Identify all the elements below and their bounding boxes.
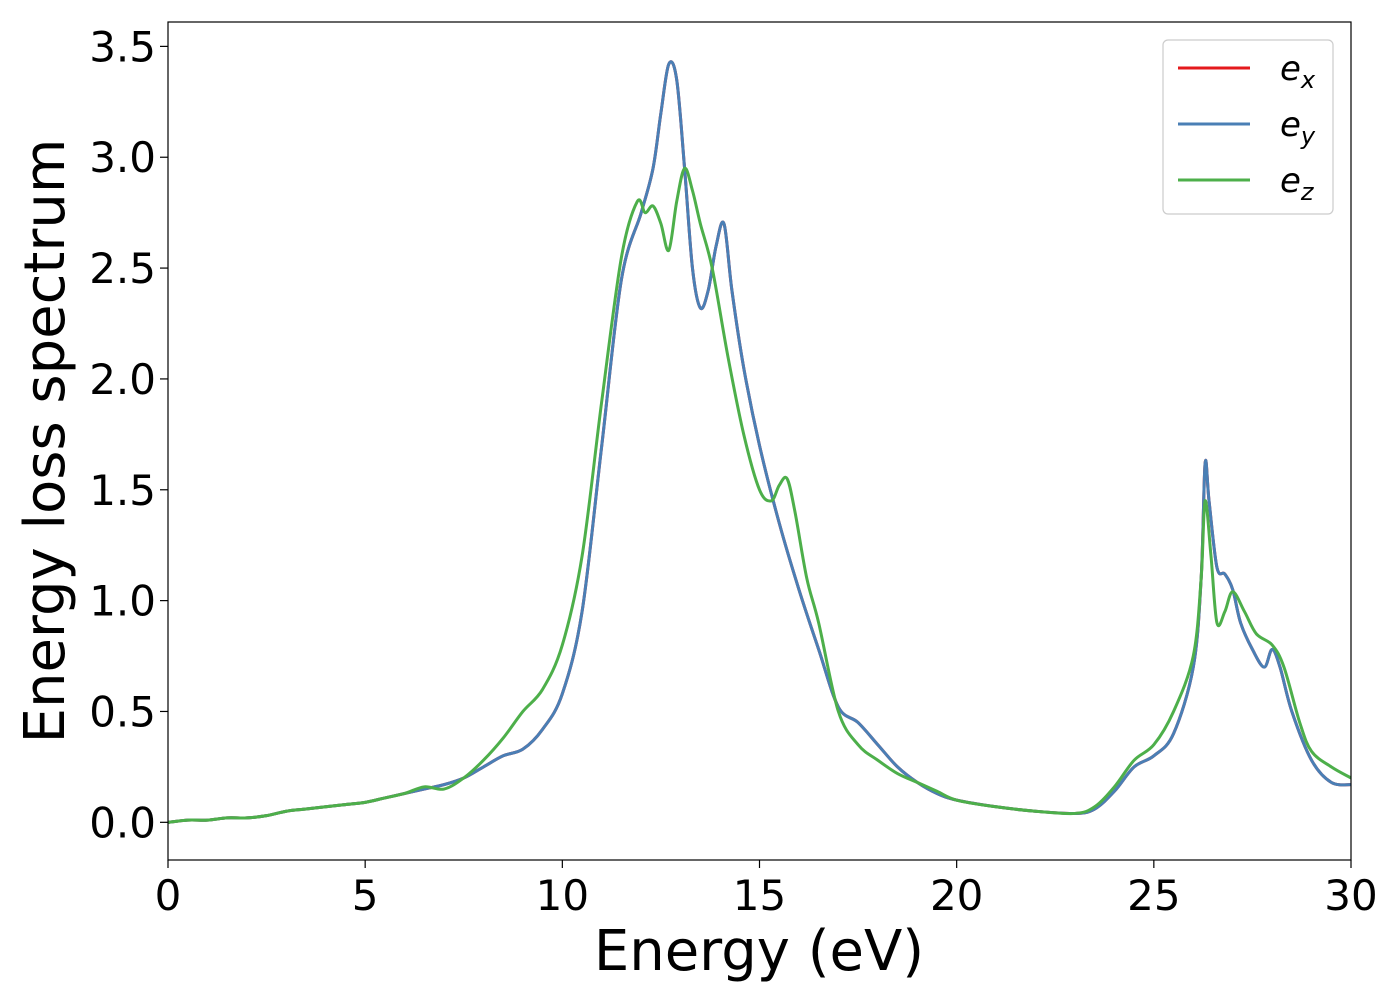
x-axis: 0 5 10 15 20 25 30 bbox=[155, 860, 1378, 920]
x-tick-label: 0 bbox=[155, 871, 182, 920]
x-axis-label: Energy (eV) bbox=[594, 919, 924, 984]
y-tick-label: 3.5 bbox=[89, 22, 156, 71]
y-tick-label: 2.5 bbox=[89, 244, 156, 293]
legend-label-z: ez bbox=[1280, 161, 1315, 206]
y-tick-label: 0.0 bbox=[89, 798, 156, 847]
legend-box bbox=[1162, 39, 1334, 215]
y-axis-label: Energy loss spectrum bbox=[13, 139, 78, 744]
x-tick-label: 15 bbox=[733, 871, 786, 920]
x-tick-label: 25 bbox=[1127, 871, 1180, 920]
y-tick-label: 3.0 bbox=[89, 133, 156, 182]
legend: ex ey ez bbox=[1162, 39, 1334, 215]
x-tick-label: 20 bbox=[930, 871, 983, 920]
series-line-z bbox=[168, 166, 1351, 824]
y-tick-label: 1.5 bbox=[89, 466, 156, 515]
x-tick-label: 5 bbox=[352, 871, 379, 920]
legend-label-x: ex bbox=[1280, 49, 1316, 94]
y-tick-label: 0.5 bbox=[89, 687, 156, 736]
legend-label-y: ey bbox=[1280, 105, 1316, 150]
x-tick-label: 10 bbox=[536, 871, 589, 920]
x-tick-label: 30 bbox=[1324, 871, 1377, 920]
y-tick-label: 1.0 bbox=[89, 577, 156, 626]
y-axis: 0.0 0.5 1.0 1.5 2.0 2.5 3.0 3.5 bbox=[89, 22, 168, 847]
series-layer bbox=[168, 60, 1351, 824]
y-tick-label: 2.0 bbox=[89, 355, 156, 404]
